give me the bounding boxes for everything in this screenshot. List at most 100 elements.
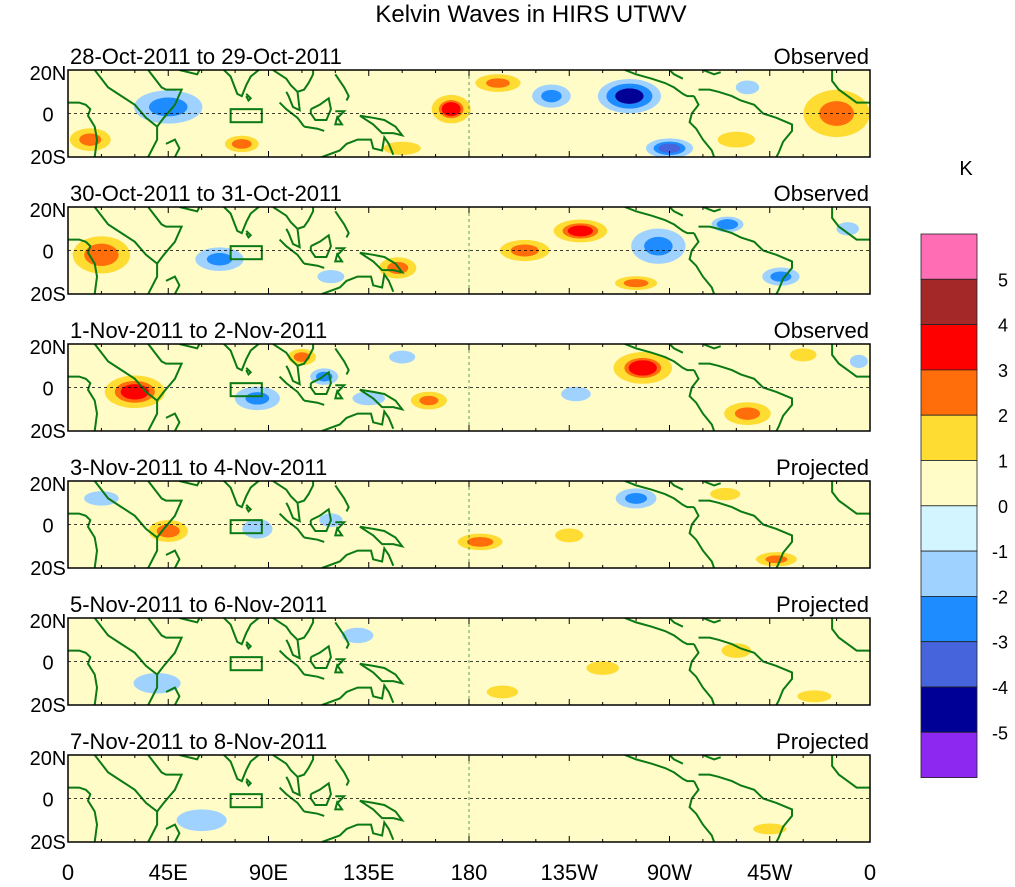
coastline (698, 225, 793, 294)
coastline (93, 207, 159, 294)
anomaly-contour (753, 823, 787, 835)
coastlines (68, 207, 870, 294)
anomaly-contour (561, 386, 591, 402)
coastline (688, 506, 716, 568)
coastline (334, 758, 350, 786)
coastline (309, 233, 332, 258)
coastline (68, 101, 99, 157)
y-tick-label: 20N (30, 611, 67, 633)
panel-status-label: Observed (774, 181, 869, 206)
anomaly-contour (615, 88, 644, 104)
x-tick-label: 0 (62, 860, 74, 885)
coastline (165, 549, 181, 568)
coastline (668, 755, 684, 765)
colorbar-tick-label: 5 (998, 270, 1008, 290)
panel-status-label: Projected (776, 592, 869, 617)
coastline (309, 644, 332, 669)
x-tick-label: 90W (647, 860, 692, 885)
panel-status-label: Observed (774, 318, 869, 343)
y-tick-label: 20N (30, 474, 67, 496)
y-tick-label: 20N (30, 748, 67, 770)
coastline (68, 786, 99, 842)
coastlines (68, 618, 870, 705)
anomaly-contour (466, 537, 494, 547)
panel-date-range: 28-Oct-2011 to 29-Oct-2011 (70, 44, 342, 69)
coastline (321, 545, 395, 568)
coastline (359, 662, 405, 685)
panel-date-range: 30-Oct-2011 to 31-Oct-2011 (70, 181, 342, 206)
coastline (179, 70, 201, 76)
coastline (702, 207, 722, 213)
coastline (624, 618, 694, 646)
coastline (698, 773, 793, 842)
anomaly-field (176, 768, 852, 835)
coastline (321, 819, 395, 842)
coastline (93, 618, 159, 705)
colorbar-swatch (920, 641, 978, 688)
anomaly-contour (441, 102, 461, 117)
colorbar-swatch (920, 731, 978, 778)
anomaly-contour (84, 491, 119, 506)
coastline (297, 618, 315, 641)
panel-date-range: 7-Nov-2011 to 8-Nov-2011 (70, 729, 327, 754)
coastline (222, 207, 261, 235)
coastline (334, 795, 347, 811)
colorbar-swatch (920, 505, 978, 552)
anomaly-contour (176, 809, 227, 832)
coastline (321, 408, 395, 431)
coastline (303, 673, 325, 680)
coastline (668, 344, 684, 354)
coastline (702, 755, 722, 761)
anomaly-field (72, 216, 859, 290)
coastline (165, 138, 181, 157)
coastline (93, 481, 159, 568)
colorbar-swatch (920, 550, 978, 597)
coastline (147, 207, 184, 265)
y-tick-label: 0 (42, 653, 53, 675)
coastline (297, 481, 315, 504)
coastline (179, 207, 201, 213)
colorbar-tick-label: 1 (998, 452, 1008, 472)
panels-group: 20N 0 20S 28-Oct-2011 to 29-Oct-2011 Observe… (30, 44, 871, 854)
coastline (297, 70, 315, 93)
coastline (698, 88, 793, 157)
anomaly-contour (721, 643, 752, 658)
anomaly-contour (452, 791, 575, 824)
coastline (702, 70, 722, 76)
coastline (334, 73, 350, 101)
coastline (334, 621, 350, 649)
coastline (668, 618, 684, 628)
coastline (179, 755, 201, 761)
y-tick-label: 20S (30, 558, 66, 580)
anomaly-contour (625, 493, 647, 504)
anomaly-contour (716, 219, 739, 230)
colorbar: 5 4 3 2 1 0 -1 -2 -3 -4 -5 (920, 233, 1008, 778)
coastline (702, 481, 722, 487)
anomaly-contour (156, 524, 180, 538)
region-box-marker (229, 519, 263, 535)
anomaly-contour (735, 80, 760, 95)
anomaly-contour (734, 407, 760, 420)
coastline (147, 755, 184, 813)
region-box-marker (229, 793, 263, 809)
coastline (334, 110, 347, 126)
coastline (668, 207, 684, 217)
anomaly-contour (765, 555, 788, 564)
coastlines (68, 755, 870, 842)
coastline (309, 507, 332, 532)
coastline (147, 481, 184, 539)
coastline (272, 755, 301, 797)
panel-date-range: 5-Nov-2011 to 6-Nov-2011 (70, 592, 327, 617)
colorbar-tick-label: 2 (998, 406, 1008, 426)
coastline (297, 344, 315, 367)
y-tick-label: 20S (30, 695, 66, 717)
coastline (624, 344, 694, 372)
anomaly-contour (317, 270, 345, 284)
anomaly-contour (231, 139, 252, 149)
coastline (831, 344, 870, 378)
coastline (359, 251, 405, 274)
coastline (831, 70, 870, 104)
anomaly-contour (567, 225, 593, 237)
coastline (624, 70, 694, 98)
